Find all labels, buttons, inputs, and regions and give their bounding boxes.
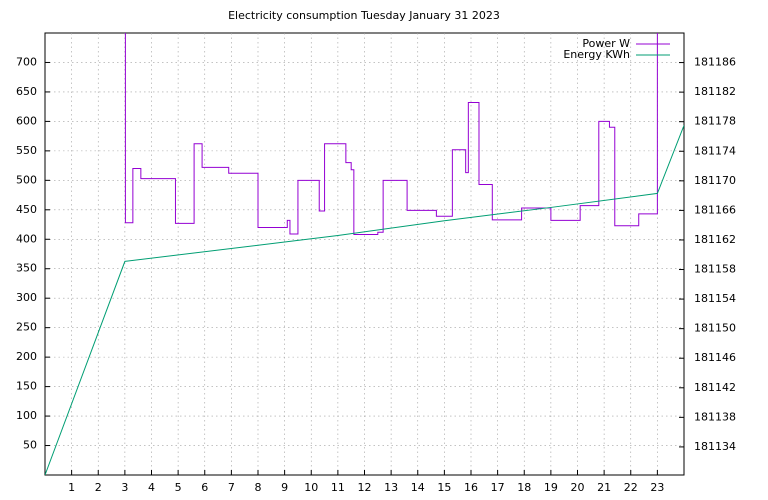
x-tick-label: 13 xyxy=(384,481,398,494)
y2-tick-label: 181134 xyxy=(694,440,736,453)
x-tick-label: 14 xyxy=(411,481,425,494)
y2-tick-label: 181162 xyxy=(694,233,736,246)
legend-label: Power W xyxy=(582,37,630,50)
x-tick-label: 2 xyxy=(95,481,102,494)
x-tick-label: 17 xyxy=(491,481,505,494)
y-tick-label: 250 xyxy=(16,321,37,334)
y-tick-label: 350 xyxy=(16,262,37,275)
y2-tick-label: 181174 xyxy=(694,144,736,157)
x-tick-label: 20 xyxy=(571,481,585,494)
y-tick-label: 500 xyxy=(16,173,37,186)
x-tick-label: 4 xyxy=(148,481,155,494)
chart-title: Electricity consumption Tuesday January … xyxy=(228,9,500,22)
y2-tick-label: 181178 xyxy=(694,115,736,128)
x-tick-label: 7 xyxy=(228,481,235,494)
x-tick-label: 6 xyxy=(201,481,208,494)
y2-tick-label: 181186 xyxy=(694,56,736,69)
x-tick-label: 22 xyxy=(624,481,638,494)
y-tick-label: 300 xyxy=(16,291,37,304)
x-tick-label: 15 xyxy=(437,481,451,494)
legend-label: Energy KWh xyxy=(563,48,630,61)
y-tick-label: 650 xyxy=(16,85,37,98)
x-tick-label: 9 xyxy=(281,481,288,494)
y-tick-label: 600 xyxy=(16,114,37,127)
y2-tick-label: 181150 xyxy=(694,322,736,335)
y2-tick-label: 181146 xyxy=(694,351,736,364)
x-tick-label: 8 xyxy=(255,481,262,494)
x-tick-label: 18 xyxy=(517,481,531,494)
y2-tick-label: 181138 xyxy=(694,410,736,423)
x-tick-label: 19 xyxy=(544,481,558,494)
x-tick-label: 21 xyxy=(597,481,611,494)
x-tick-label: 23 xyxy=(650,481,664,494)
y2-tick-label: 181170 xyxy=(694,174,736,187)
x-tick-label: 10 xyxy=(304,481,318,494)
y-tick-label: 550 xyxy=(16,144,37,157)
y2-tick-label: 181142 xyxy=(694,381,736,394)
y-tick-label: 100 xyxy=(16,409,37,422)
y2-tick-label: 181154 xyxy=(694,292,736,305)
y2-tick-label: 181166 xyxy=(694,203,736,216)
x-tick-label: 3 xyxy=(121,481,128,494)
x-tick-label: 5 xyxy=(175,481,182,494)
y-tick-label: 50 xyxy=(23,439,37,452)
x-tick-label: 1 xyxy=(68,481,75,494)
series-line xyxy=(45,125,684,475)
y-tick-label: 450 xyxy=(16,203,37,216)
x-tick-label: 12 xyxy=(358,481,372,494)
y-tick-label: 400 xyxy=(16,232,37,245)
series-line xyxy=(124,33,658,236)
y-tick-label: 200 xyxy=(16,350,37,363)
y-tick-label: 700 xyxy=(16,55,37,68)
y2-tick-label: 181182 xyxy=(694,85,736,98)
x-tick-label: 11 xyxy=(331,481,345,494)
y2-tick-label: 181158 xyxy=(694,263,736,276)
y-tick-label: 150 xyxy=(16,380,37,393)
x-tick-label: 16 xyxy=(464,481,478,494)
